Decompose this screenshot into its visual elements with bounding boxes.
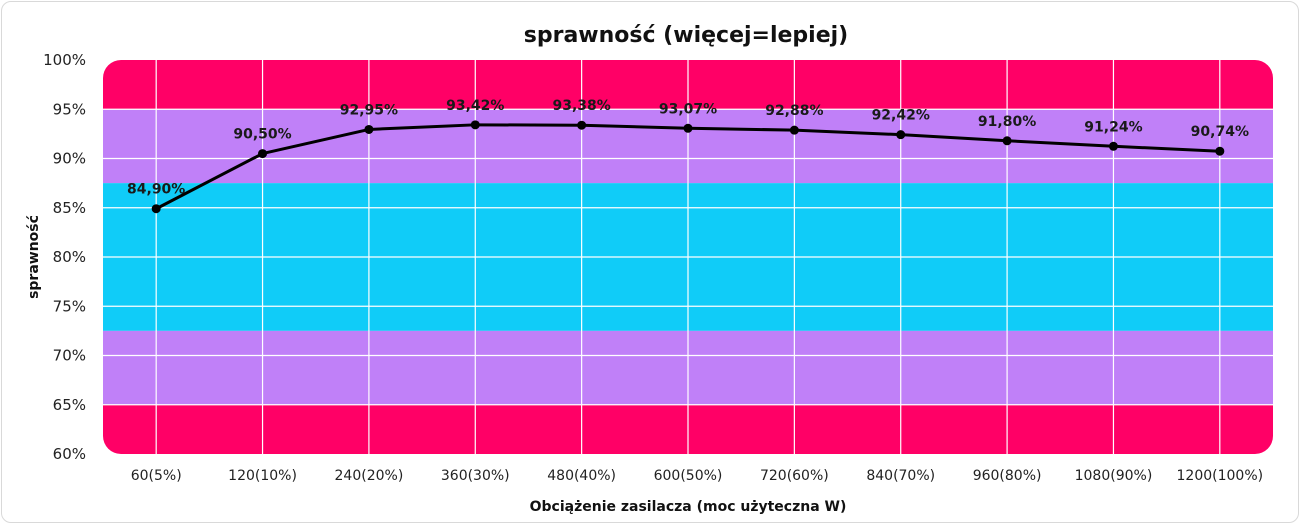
y-tick-label: 65% [53, 396, 86, 414]
data-point [364, 124, 374, 134]
data-point [683, 123, 693, 133]
x-tick-label: 120(10%) [228, 468, 297, 484]
data-point [1108, 141, 1118, 151]
plot-area: 60% 65% 70% 75% 80% 85% 90% 95% 100% 60(5%) 120(10… [43, 51, 1273, 484]
y-tick-label: 75% [53, 297, 86, 315]
data-point [1002, 136, 1012, 146]
data-label: 91,24% [1084, 119, 1142, 135]
data-point [258, 149, 268, 159]
data-point [789, 125, 799, 135]
data-label: 92,42% [872, 108, 930, 124]
data-point [577, 120, 587, 130]
data-label: 92,88% [765, 103, 823, 119]
data-point [470, 120, 480, 130]
x-tick-label: 600(50%) [654, 468, 723, 484]
data-label: 90,74% [1191, 124, 1249, 140]
x-axis-title: Obciążenie zasilacza (moc użyteczna W) [530, 499, 847, 515]
y-tick-label: 70% [53, 347, 86, 365]
x-tick-label: 1080(90%) [1075, 468, 1153, 484]
data-label: 93,42% [446, 98, 504, 114]
x-tick-label: 1200(100%) [1177, 468, 1264, 484]
y-tick-label: 95% [53, 100, 86, 118]
data-label: 93,07% [659, 101, 717, 117]
x-tick-label: 60(5%) [131, 468, 182, 484]
y-tick-label: 90% [53, 150, 86, 168]
data-point [1215, 146, 1225, 156]
y-tick-label: 100% [43, 51, 86, 69]
data-label: 91,80% [978, 114, 1036, 130]
data-point [896, 130, 906, 140]
x-tick-label: 960(80%) [973, 468, 1042, 484]
data-label: 92,95% [340, 102, 398, 118]
data-label: 84,90% [127, 182, 185, 198]
chart-title: sprawność (więcej=lepiej) [524, 23, 848, 48]
data-label: 90,50% [233, 127, 291, 143]
x-tick-label: 840(70%) [866, 468, 935, 484]
x-tick-label: 720(60%) [760, 468, 829, 484]
y-tick-label: 85% [53, 199, 86, 217]
y-tick-label: 80% [53, 248, 86, 266]
y-tick-label: 60% [53, 445, 86, 463]
data-point [151, 204, 161, 214]
x-tick-label: 240(20%) [335, 468, 404, 484]
y-axis-title: sprawność [26, 215, 42, 299]
x-tick-label: 480(40%) [547, 468, 616, 484]
x-tick-label: 360(30%) [441, 468, 510, 484]
data-label: 93,38% [552, 98, 610, 114]
